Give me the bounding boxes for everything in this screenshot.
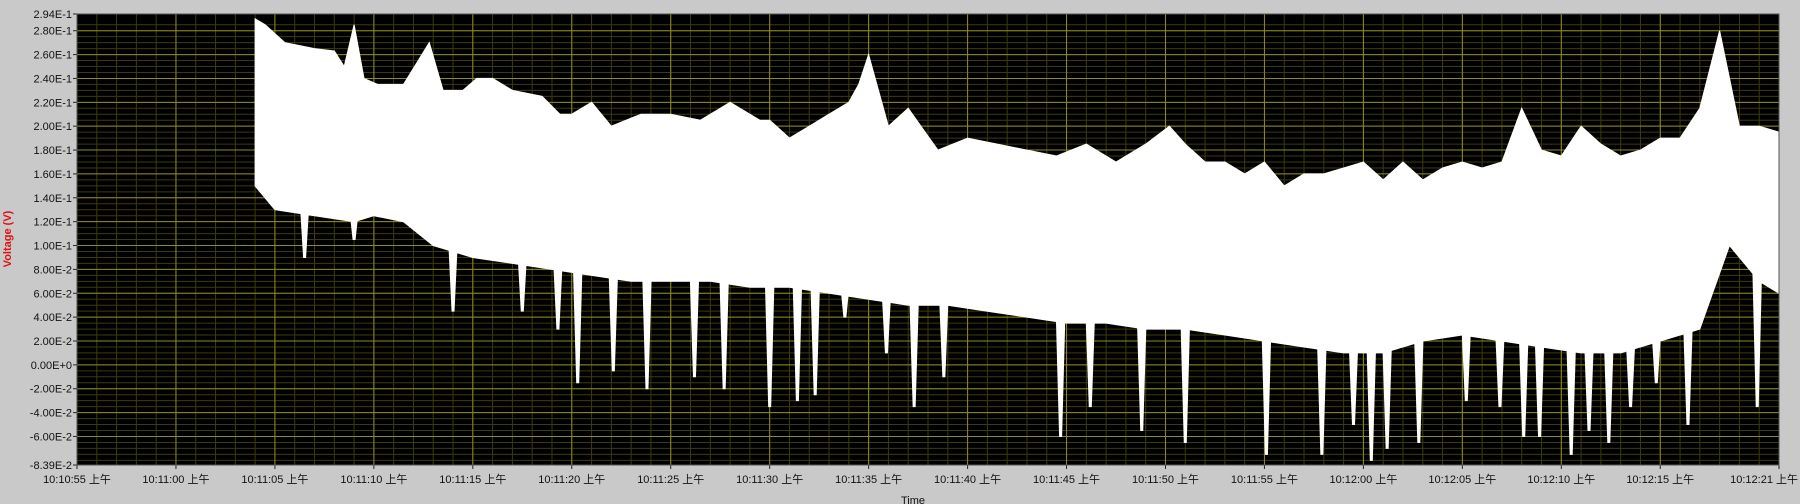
x-tick-label: 10:11:45 上午 — [1033, 473, 1100, 486]
x-tick-label: 10:11:20 上午 — [538, 473, 605, 486]
series-dip — [1752, 264, 1763, 408]
series-dip — [299, 199, 310, 258]
series-dip — [608, 263, 619, 372]
y-tick-label: 2.00E-1 — [33, 121, 72, 133]
series-dip — [1494, 325, 1505, 408]
y-tick-label: 2.60E-1 — [33, 50, 72, 62]
series-dip — [572, 258, 583, 384]
x-tick-label: 10:12:21 上午 — [1730, 473, 1798, 486]
series-dip — [938, 290, 949, 378]
series-dip — [719, 268, 730, 390]
series-dip — [1583, 338, 1595, 432]
series-dip — [1382, 336, 1393, 449]
y-tick-label: 1.00E-1 — [33, 241, 72, 253]
series-dip — [1413, 327, 1424, 443]
series-dip — [909, 290, 920, 408]
x-axis-label: Time — [901, 495, 925, 504]
y-tick-label: -2.00E-2 — [30, 384, 72, 396]
x-tick-label: 10:11:25 上午 — [637, 473, 704, 486]
series-dip — [1055, 307, 1066, 437]
series-dip — [1625, 335, 1636, 408]
series-dip — [1316, 334, 1327, 455]
x-tick-label: 10:11:15 上午 — [439, 473, 506, 486]
series-dip — [1348, 338, 1359, 426]
series-dip — [1651, 327, 1662, 384]
x-tick-label: 10:11:10 上午 — [340, 473, 407, 486]
x-axis: 10:10:55 上午 10:11:00 上午 10:11:05 上午 10:11:1… — [43, 13, 1798, 486]
x-tick-label: 10:11:35 上午 — [835, 473, 902, 486]
series-dip — [447, 236, 459, 312]
series-dip — [1366, 338, 1377, 461]
y-tick-label: 1.40E-1 — [33, 193, 72, 205]
y-tick-label: 1.60E-1 — [33, 169, 72, 181]
series-dip — [1461, 320, 1472, 402]
x-tick-label: 10:11:30 上午 — [736, 473, 803, 486]
y-tick-label: 4.00E-2 — [33, 312, 72, 324]
x-tick-label: 10:11:40 上午 — [934, 473, 1001, 486]
y-tick-label: 2.80E-1 — [33, 26, 72, 38]
x-tick-label: 10:11:05 上午 — [241, 473, 308, 486]
y-tick-label: 2.00E-2 — [33, 336, 72, 348]
series-dip — [1566, 336, 1577, 455]
y-tick-label: -4.00E-2 — [30, 408, 72, 420]
series-dip — [1518, 329, 1529, 437]
series-dip — [641, 266, 652, 390]
y-tick-label: 0.00E+0 — [31, 360, 72, 372]
y-tick-label: 2.40E-1 — [33, 73, 72, 85]
x-tick-label: 10:11:55 上午 — [1231, 473, 1298, 486]
series-dip — [881, 287, 892, 354]
y-tick-label: -8.39E-2 — [30, 460, 72, 472]
series-dip — [1261, 326, 1272, 455]
y-tick-label: 1.80E-1 — [33, 145, 72, 157]
series-dip — [552, 255, 563, 330]
series-dip — [349, 206, 360, 241]
y-tick-label: 6.00E-2 — [33, 288, 72, 300]
series-dip — [1603, 338, 1614, 443]
series-dip — [1682, 317, 1693, 426]
y-tick-label: 8.00E-2 — [33, 264, 72, 276]
x-tick-label: 10:10:55 上午 — [43, 473, 111, 486]
x-tick-label: 10:12:15 上午 — [1626, 473, 1694, 486]
series-dip — [1085, 308, 1096, 408]
series-dip — [764, 272, 775, 408]
plot-border — [76, 13, 1780, 466]
y-tick-label: 2.94E-1 — [33, 9, 72, 21]
y-axis-label: Voltage (V) — [2, 210, 14, 267]
x-tick-label: 10:12:05 上午 — [1428, 473, 1496, 486]
x-tick-label: 10:12:10 上午 — [1527, 473, 1595, 486]
series-dip — [1136, 313, 1147, 432]
series-dip — [839, 280, 850, 318]
x-tick-label: 10:12:00 上午 — [1329, 473, 1397, 486]
y-tick-label: -6.00E-2 — [30, 431, 72, 443]
x-tick-label: 10:11:50 上午 — [1132, 473, 1199, 486]
series-dip — [810, 276, 821, 396]
y-tick-label: 2.20E-1 — [33, 97, 72, 109]
series-trace — [254, 17, 1780, 461]
x-tick-label: 10:11:00 上午 — [142, 473, 209, 486]
series-dip — [792, 273, 803, 402]
series-dip — [689, 266, 700, 378]
series-band — [254, 17, 1780, 354]
series-dip — [1180, 314, 1191, 443]
series-dip — [1534, 331, 1545, 437]
y-tick-label: 1.20E-1 — [33, 217, 72, 229]
y-axis: 2.94E-1 2.80E-1 2.60E-1 2.40E-1 2.20E-1 2.00E… — [30, 9, 77, 472]
series-dip — [517, 250, 528, 312]
